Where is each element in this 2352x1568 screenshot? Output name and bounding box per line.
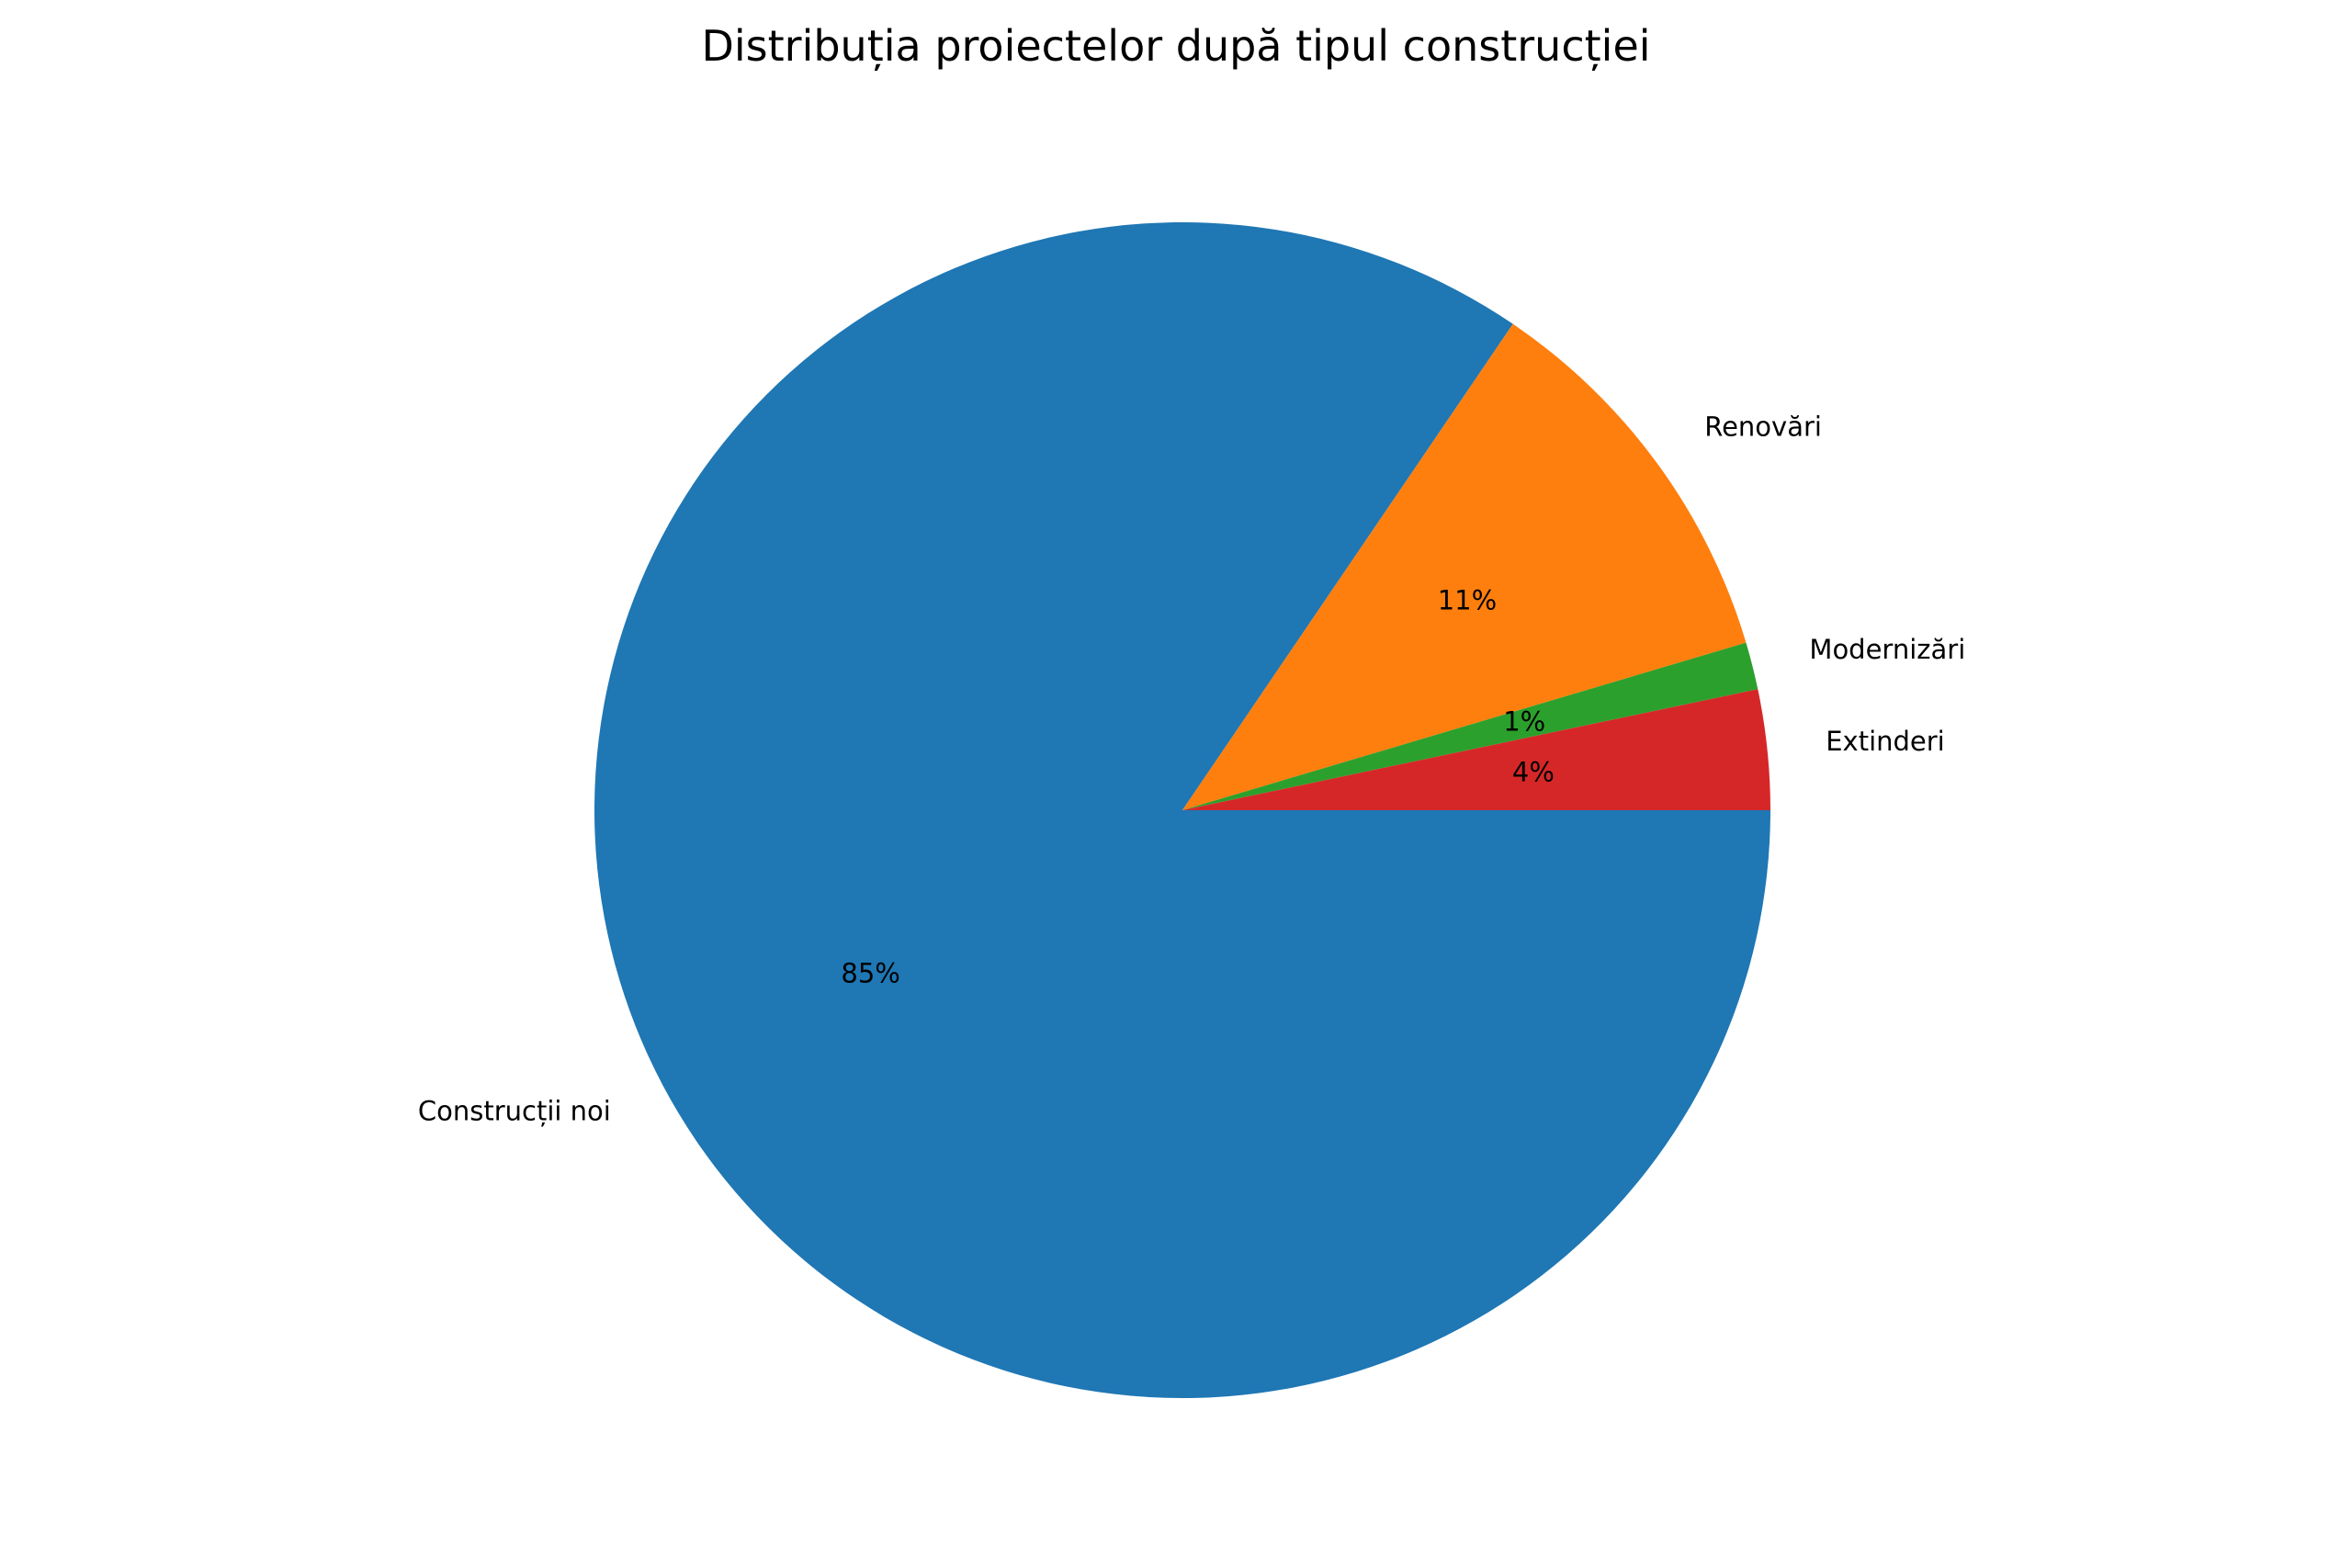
pie-slice (1182, 689, 1770, 810)
chart-title: Distribuția proiectelor după tipul const… (701, 21, 1650, 72)
slice-percent-label: 4% (1512, 756, 1555, 787)
slice-label: Extinderi (1826, 726, 1945, 757)
slice-percent-label: 11% (1438, 584, 1497, 615)
pie-labels: Construcții noi 85% Renovări 11% Modernizări… (418, 411, 1965, 1126)
pie-slice (1182, 642, 1758, 810)
slice-label: Modernizări (1809, 634, 1965, 665)
pie-slice (1182, 323, 1747, 810)
pie-slice (594, 221, 1770, 1399)
slice-label: Construcții noi (418, 1095, 611, 1126)
slice-label: Renovări (1704, 411, 1822, 442)
pie-slices (594, 221, 1770, 1399)
slice-percent-label: 1% (1503, 706, 1545, 738)
slice-percent-label: 85% (841, 958, 899, 989)
